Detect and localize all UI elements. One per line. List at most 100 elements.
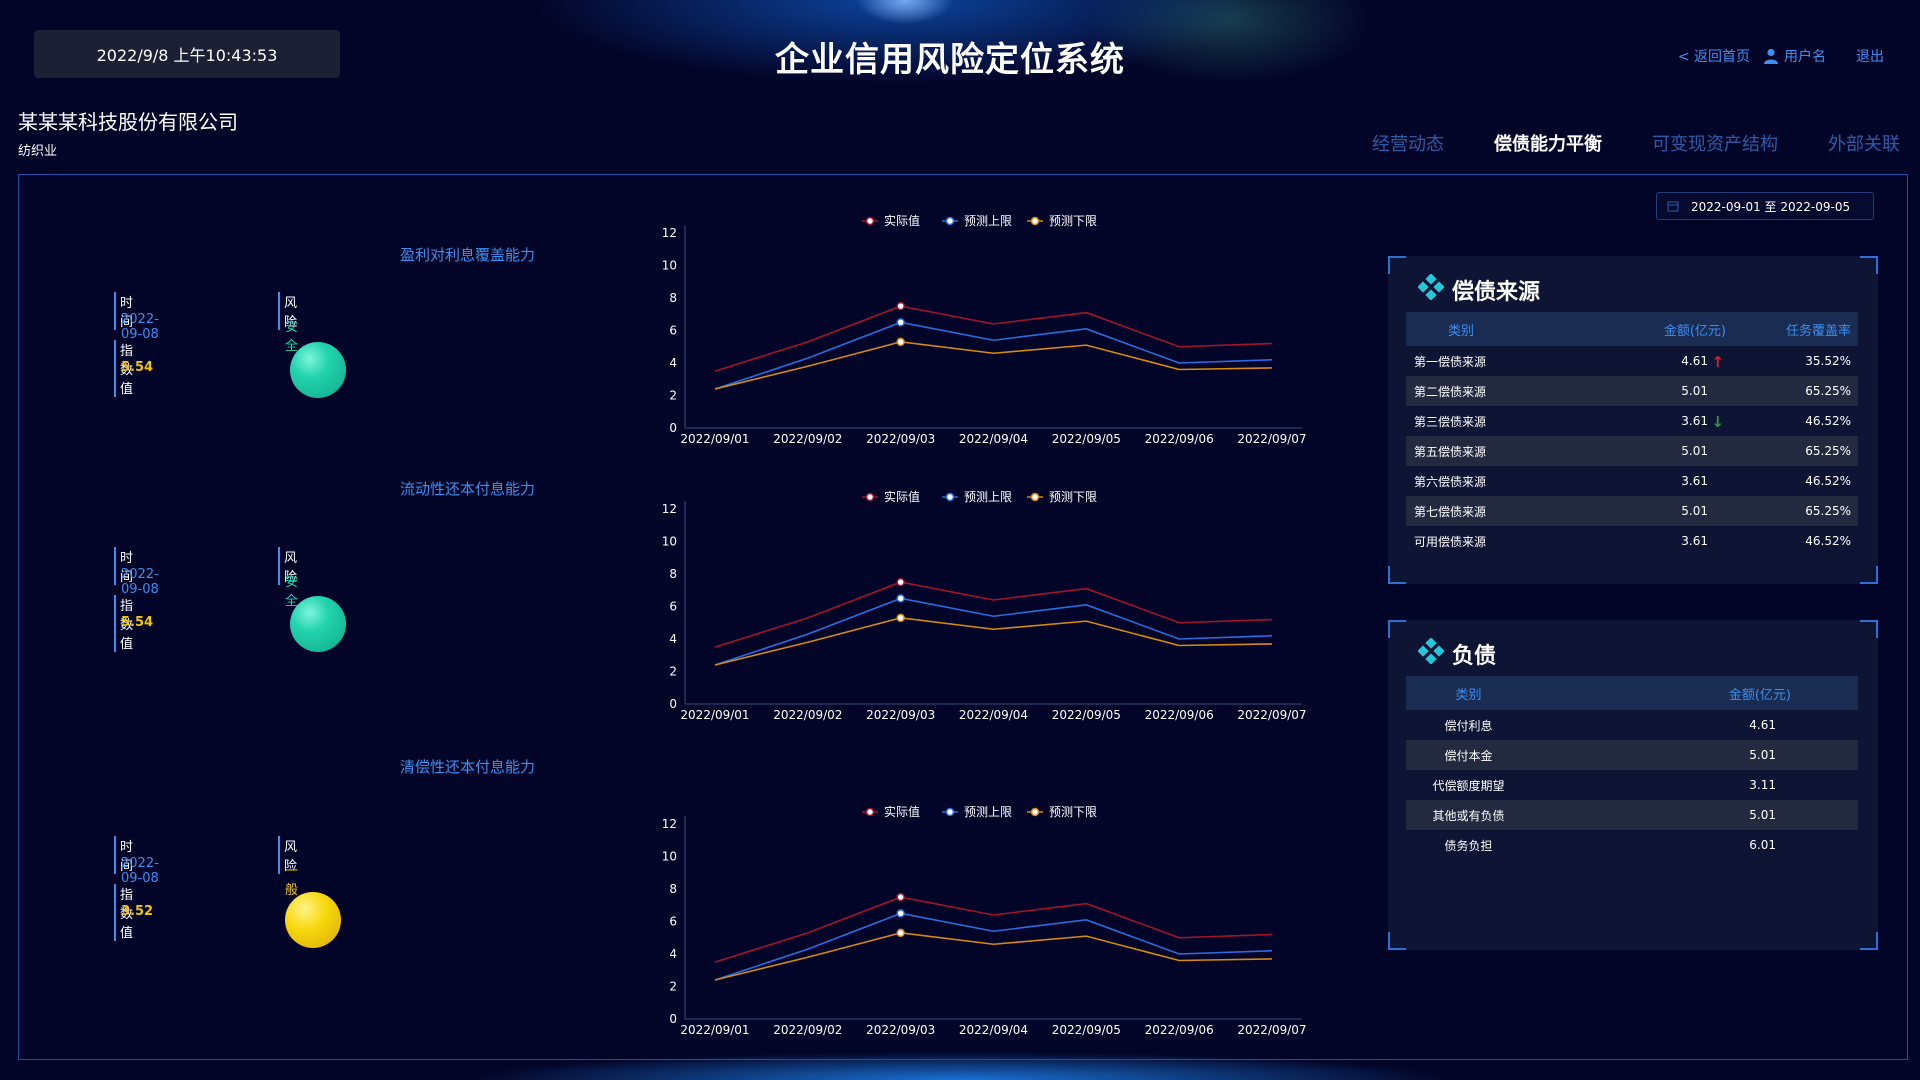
tab-external-relations[interactable]: 外部关联 (1828, 134, 1900, 155)
risk-value: 安全 (285, 575, 299, 609)
legend-item[interactable]: 预测上限 (942, 214, 1012, 228)
data-point[interactable] (896, 594, 905, 603)
y-tick-label: 6 (669, 324, 677, 338)
table-row: 偿付本金 5.01 (1406, 740, 1858, 770)
row-rate: 46.52% (1805, 474, 1851, 488)
table-row: 第七偿债来源 5.01 65.25% (1406, 496, 1858, 526)
data-point[interactable] (896, 577, 905, 587)
row-category: 可用偿债来源 (1414, 534, 1487, 549)
date-range-text: 2022-09-01 至 2022-09-05 (1691, 199, 1851, 214)
series-line (714, 341, 1273, 390)
data-point[interactable] (896, 301, 905, 311)
legend-marker (945, 492, 955, 502)
row-amount: 5.01 (1516, 504, 1726, 518)
time-value: 2022-09-08 (121, 312, 159, 342)
legend-marker (945, 807, 955, 817)
x-tick-label: 2022/09/07 (1237, 1023, 1306, 1037)
header-amount: 金额(亿元) (1728, 687, 1791, 703)
risk-status-ball (285, 892, 341, 948)
data-point[interactable] (896, 318, 905, 327)
legend-label: 预测上限 (964, 490, 1012, 504)
row-category: 第七偿债来源 (1414, 504, 1487, 519)
x-tick-label: 2022/09/07 (1237, 708, 1306, 722)
row-amount-value: 5.01 (1681, 384, 1708, 398)
data-point[interactable] (896, 613, 905, 623)
table-row: 债务负担 6.01 (1406, 830, 1858, 860)
panel-corner (1860, 256, 1878, 274)
risk-label: 风险 (278, 547, 297, 585)
logout-link[interactable]: 退出 (1856, 49, 1884, 65)
x-tick-label: 2022/09/05 (1052, 708, 1121, 722)
row-amount: 3.61 (1516, 534, 1726, 548)
row-amount: 4.61 (1749, 718, 1776, 732)
back-home-link[interactable]: < 返回首页 (1677, 49, 1750, 65)
legend-item[interactable]: 实际值 (862, 213, 920, 228)
row-amount-value: 5.01 (1681, 504, 1708, 518)
row-amount-value: 5.01 (1681, 444, 1708, 458)
line-chart-liquidation-repayment: 0 2 4 6 8 10 12 2022/09/01 2022/09/02 2022/09/03 2… (662, 804, 1307, 1037)
user-menu[interactable]: 用户名 (1764, 46, 1826, 66)
row-amount: 5.01 (1516, 384, 1726, 398)
x-tick-label: 2022/09/03 (866, 708, 935, 722)
tab-business-dynamics[interactable]: 经营动态 (1372, 134, 1444, 155)
panel-corner (1388, 256, 1406, 274)
line-chart-liquidity-repayment: 0 2 4 6 8 10 12 2022/09/01 2022/09/02 2022/09/03 2… (662, 489, 1307, 722)
row-amount-value: 3.61 (1681, 414, 1708, 428)
table-row: 第六偿债来源 3.61 46.52% (1406, 466, 1858, 496)
legend-item[interactable]: 预测上限 (942, 490, 1012, 504)
legend-marker (865, 807, 875, 817)
y-tick-label: 10 (662, 850, 677, 864)
tab-liquid-asset-structure[interactable]: 可变现资产结构 (1652, 134, 1778, 155)
legend-item[interactable]: 实际值 (862, 489, 920, 504)
legend-item[interactable]: 预测上限 (942, 805, 1012, 819)
data-point[interactable] (896, 909, 905, 918)
legend-item[interactable]: 实际值 (862, 804, 920, 819)
y-tick-label: 6 (669, 600, 677, 614)
data-point[interactable] (896, 892, 905, 902)
legend-item[interactable]: 预测下限 (1027, 490, 1097, 504)
metric-title: 流动性还本付息能力 (400, 480, 536, 498)
row-amount: 5.01 (1516, 444, 1726, 458)
row-amount-value: 3.61 (1681, 534, 1708, 548)
legend-marker (865, 492, 875, 502)
y-tick-label: 10 (662, 259, 677, 273)
datetime-text: 2022/9/8 上午10:43:53 (96, 46, 278, 65)
table-row: 第五偿债来源 5.01 65.25% (1406, 436, 1858, 466)
metric-title: 清偿性还本付息能力 (400, 758, 536, 776)
time-label: 时间 (114, 547, 133, 585)
panel-corner (1388, 620, 1406, 638)
row-amount: 5.01 (1749, 808, 1776, 822)
table-row: 第一偿债来源 4.61 ↑ 35.52% (1406, 346, 1858, 376)
y-tick-label: 2 (669, 980, 677, 994)
risk-status-ball (290, 342, 346, 398)
panel-corner (1860, 932, 1878, 950)
y-tick-label: 6 (669, 915, 677, 929)
table-row: 其他或有负债 5.01 (1406, 800, 1858, 830)
date-range-picker[interactable]: 2022-09-01 至 2022-09-05 (1656, 192, 1874, 220)
data-point[interactable] (896, 928, 905, 938)
y-tick-label: 0 (669, 421, 677, 435)
x-tick-label: 2022/09/02 (773, 708, 842, 722)
series-line (714, 912, 1273, 981)
panel-corner (1388, 932, 1406, 950)
row-category: 其他或有负债 (1432, 808, 1505, 823)
top-links: < 返回首页 用户名 退出 (1678, 46, 1884, 66)
row-category: 第六偿债来源 (1414, 474, 1487, 489)
company-name: 某某某科技股份有限公司 (18, 110, 238, 134)
legend-label: 实际值 (884, 489, 920, 504)
main-panel (18, 174, 1908, 1060)
panel-corner (1388, 566, 1406, 584)
y-tick-label: 2 (669, 665, 677, 679)
x-tick-label: 2022/09/04 (959, 1023, 1028, 1037)
tab-solvency-balance[interactable]: 偿债能力平衡 (1494, 134, 1602, 155)
legend-item[interactable]: 预测下限 (1027, 214, 1097, 228)
header-category: 类别 (1447, 323, 1474, 339)
legend-label: 预测下限 (1049, 805, 1097, 819)
data-point[interactable] (896, 337, 905, 347)
header-category: 类别 (1455, 687, 1482, 703)
index-value: 5.54 (121, 360, 154, 375)
risk-value: 一般 (285, 864, 299, 898)
row-category: 偿付本金 (1444, 748, 1493, 763)
datetime-display: 2022/9/8 上午10:43:53 (34, 30, 340, 78)
legend-item[interactable]: 预测下限 (1027, 805, 1097, 819)
